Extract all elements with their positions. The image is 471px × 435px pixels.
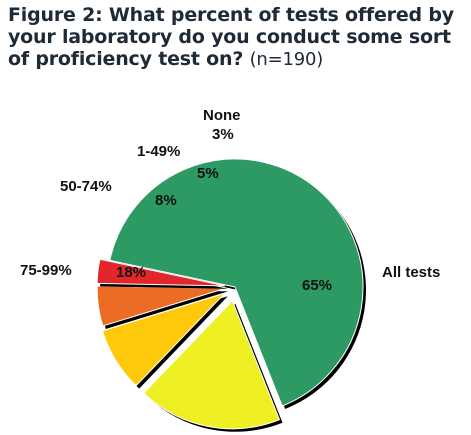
- slice-value-none: 3%: [212, 126, 234, 143]
- slice-label-none: None: [203, 107, 241, 124]
- chart-title-note: (n=190): [249, 49, 324, 70]
- slice-value-all-tests: 65%: [302, 277, 332, 294]
- pie-slice-75-99-: [142, 299, 281, 430]
- pie-slice-50-74-: [101, 292, 227, 387]
- pie-slice-none: [96, 258, 226, 287]
- slice-value-50-74-: 8%: [155, 192, 177, 209]
- slice-label-1-49-: 1-49%: [137, 143, 180, 160]
- pie-slice-1-49-: [96, 285, 226, 327]
- slice-value-75-99-: 18%: [116, 264, 146, 281]
- slice-value-1-49-: 5%: [197, 165, 219, 182]
- pie-slice-all-tests: [109, 158, 364, 407]
- slice-label-50-74-: 50-74%: [60, 178, 112, 195]
- slice-label-all-tests: All tests: [382, 264, 440, 281]
- slice-label-75-99-: 75-99%: [20, 262, 72, 279]
- chart-title: Figure 2: What percent of tests offered …: [8, 4, 466, 71]
- chart-title-main: Figure 2: What percent of tests offered …: [8, 4, 454, 70]
